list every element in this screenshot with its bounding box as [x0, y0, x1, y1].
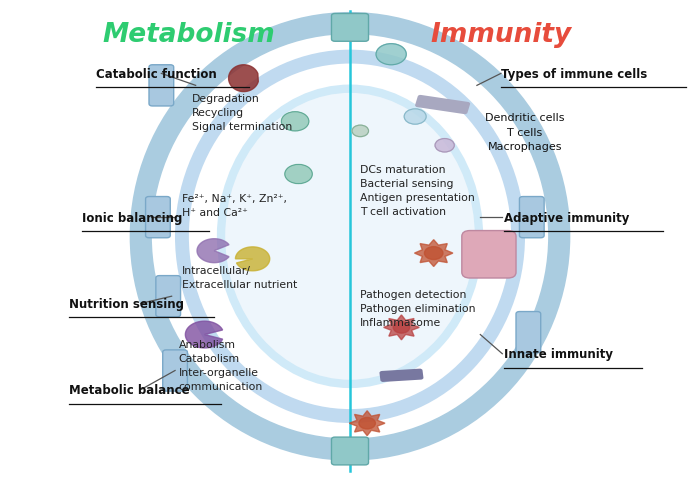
FancyBboxPatch shape — [149, 65, 174, 107]
Text: Adaptive immunity: Adaptive immunity — [504, 211, 630, 224]
Circle shape — [359, 418, 375, 429]
Text: Dendritic cells
T cells
Macrophages: Dendritic cells T cells Macrophages — [485, 113, 565, 152]
Text: Nutrition sensing: Nutrition sensing — [69, 297, 183, 310]
Polygon shape — [414, 240, 453, 267]
Ellipse shape — [222, 90, 478, 384]
FancyBboxPatch shape — [516, 312, 540, 353]
Circle shape — [281, 113, 309, 132]
Polygon shape — [235, 247, 270, 271]
Circle shape — [285, 165, 312, 184]
Text: Degradation
Recycling
Signal termination: Degradation Recycling Signal termination — [193, 93, 293, 131]
FancyBboxPatch shape — [332, 15, 368, 42]
Circle shape — [352, 126, 368, 137]
FancyBboxPatch shape — [162, 350, 188, 391]
Text: Intracellular/
Extracellular nutrient: Intracellular/ Extracellular nutrient — [182, 265, 298, 289]
Text: Pathogen detection
Pathogen elimination
Inflammasome: Pathogen detection Pathogen elimination … — [360, 289, 476, 327]
FancyBboxPatch shape — [332, 437, 368, 465]
Circle shape — [424, 247, 443, 260]
FancyBboxPatch shape — [415, 96, 470, 115]
Circle shape — [393, 322, 410, 333]
FancyBboxPatch shape — [379, 369, 424, 382]
Text: DCs maturation
Bacterial sensing
Antigen presentation
T cell activation: DCs maturation Bacterial sensing Antigen… — [360, 165, 475, 217]
Text: Immunity: Immunity — [430, 21, 571, 47]
FancyBboxPatch shape — [462, 231, 516, 279]
Text: Metabolism: Metabolism — [102, 21, 275, 47]
Circle shape — [404, 110, 426, 125]
Text: Metabolic balance: Metabolic balance — [69, 384, 190, 396]
Polygon shape — [197, 239, 229, 263]
Text: Fe²⁺, Na⁺, K⁺, Zn²⁺,
H⁺ and Ca²⁺: Fe²⁺, Na⁺, K⁺, Zn²⁺, H⁺ and Ca²⁺ — [182, 194, 287, 218]
FancyBboxPatch shape — [156, 276, 181, 317]
Text: Ionic balancing: Ionic balancing — [83, 211, 183, 224]
Polygon shape — [384, 315, 419, 340]
Text: Anabolism
Catabolism
Inter-organelle
communication: Anabolism Catabolism Inter-organelle com… — [178, 340, 262, 391]
Polygon shape — [186, 322, 223, 348]
Text: Catabolic function: Catabolic function — [96, 68, 217, 81]
FancyBboxPatch shape — [146, 197, 170, 238]
Polygon shape — [229, 65, 258, 92]
Circle shape — [435, 139, 454, 153]
Text: Types of immune cells: Types of immune cells — [501, 68, 648, 81]
FancyBboxPatch shape — [519, 197, 544, 238]
Polygon shape — [349, 411, 385, 436]
Circle shape — [376, 44, 406, 65]
Text: Innate immunity: Innate immunity — [504, 347, 613, 361]
